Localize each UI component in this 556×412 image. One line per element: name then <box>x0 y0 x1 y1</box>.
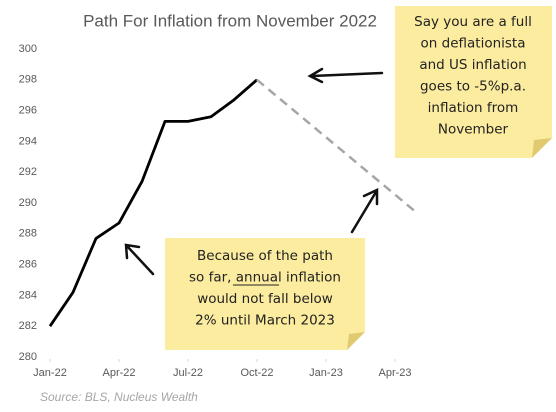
y-tick-label: 292 <box>19 166 37 178</box>
y-tick-label: 290 <box>19 197 37 209</box>
note-right: Say you are a full on deflationista and US… <box>395 6 552 158</box>
arrow <box>307 67 384 84</box>
y-tick-label: 298 <box>19 74 37 86</box>
note-fold <box>532 138 552 158</box>
chart-title: Path For Inflation from November 2022 <box>83 11 377 30</box>
sticky-note <box>165 238 365 350</box>
arrow <box>350 188 379 234</box>
x-tick-label: Jan-22 <box>33 367 67 379</box>
x-tick-label: Jul-22 <box>173 367 203 379</box>
note-text: Because of the path <box>197 248 333 264</box>
note-fold <box>347 332 365 350</box>
note-bottom: Because of the path so far, annual inflat… <box>165 238 365 350</box>
y-tick-label: 300 <box>19 43 37 55</box>
note-text: inflation from <box>428 100 519 116</box>
note-text: on deflationista <box>421 36 526 52</box>
note-text: November <box>438 122 509 138</box>
x-tick-label: Apr-22 <box>102 367 135 379</box>
sticky-note <box>395 6 552 158</box>
note-text: 2% until March 2023 <box>195 313 335 329</box>
note-text: goes to -5%p.a. <box>420 79 526 95</box>
y-tick-label: 286 <box>19 259 37 271</box>
x-tick-label: Jan-23 <box>309 367 343 379</box>
y-tick-label: 288 <box>19 228 37 240</box>
note-text: so far, annual inflation <box>189 270 341 286</box>
x-tick-label: Apr-23 <box>378 367 411 379</box>
y-tick-label: 284 <box>19 289 37 301</box>
arrow <box>124 243 155 276</box>
data-line <box>256 78 419 215</box>
note-text: would not fall below <box>197 291 333 307</box>
plot-area: 280 282 284 286 288 290 292 294 296 298 300 Jan-22 A… <box>19 43 419 379</box>
y-tick-label: 280 <box>19 351 37 363</box>
arrows <box>124 67 384 276</box>
note-text: and US inflation <box>419 57 526 73</box>
y-tick-label: 296 <box>19 105 37 117</box>
data-line <box>48 78 258 327</box>
x-tick-label: Oct-22 <box>240 367 273 379</box>
y-tick-label: 282 <box>19 320 37 332</box>
y-tick-label: 294 <box>19 135 37 147</box>
source: Source: BLS, Nucleus Wealth <box>40 390 198 404</box>
note-text: Say you are a full <box>414 14 532 30</box>
